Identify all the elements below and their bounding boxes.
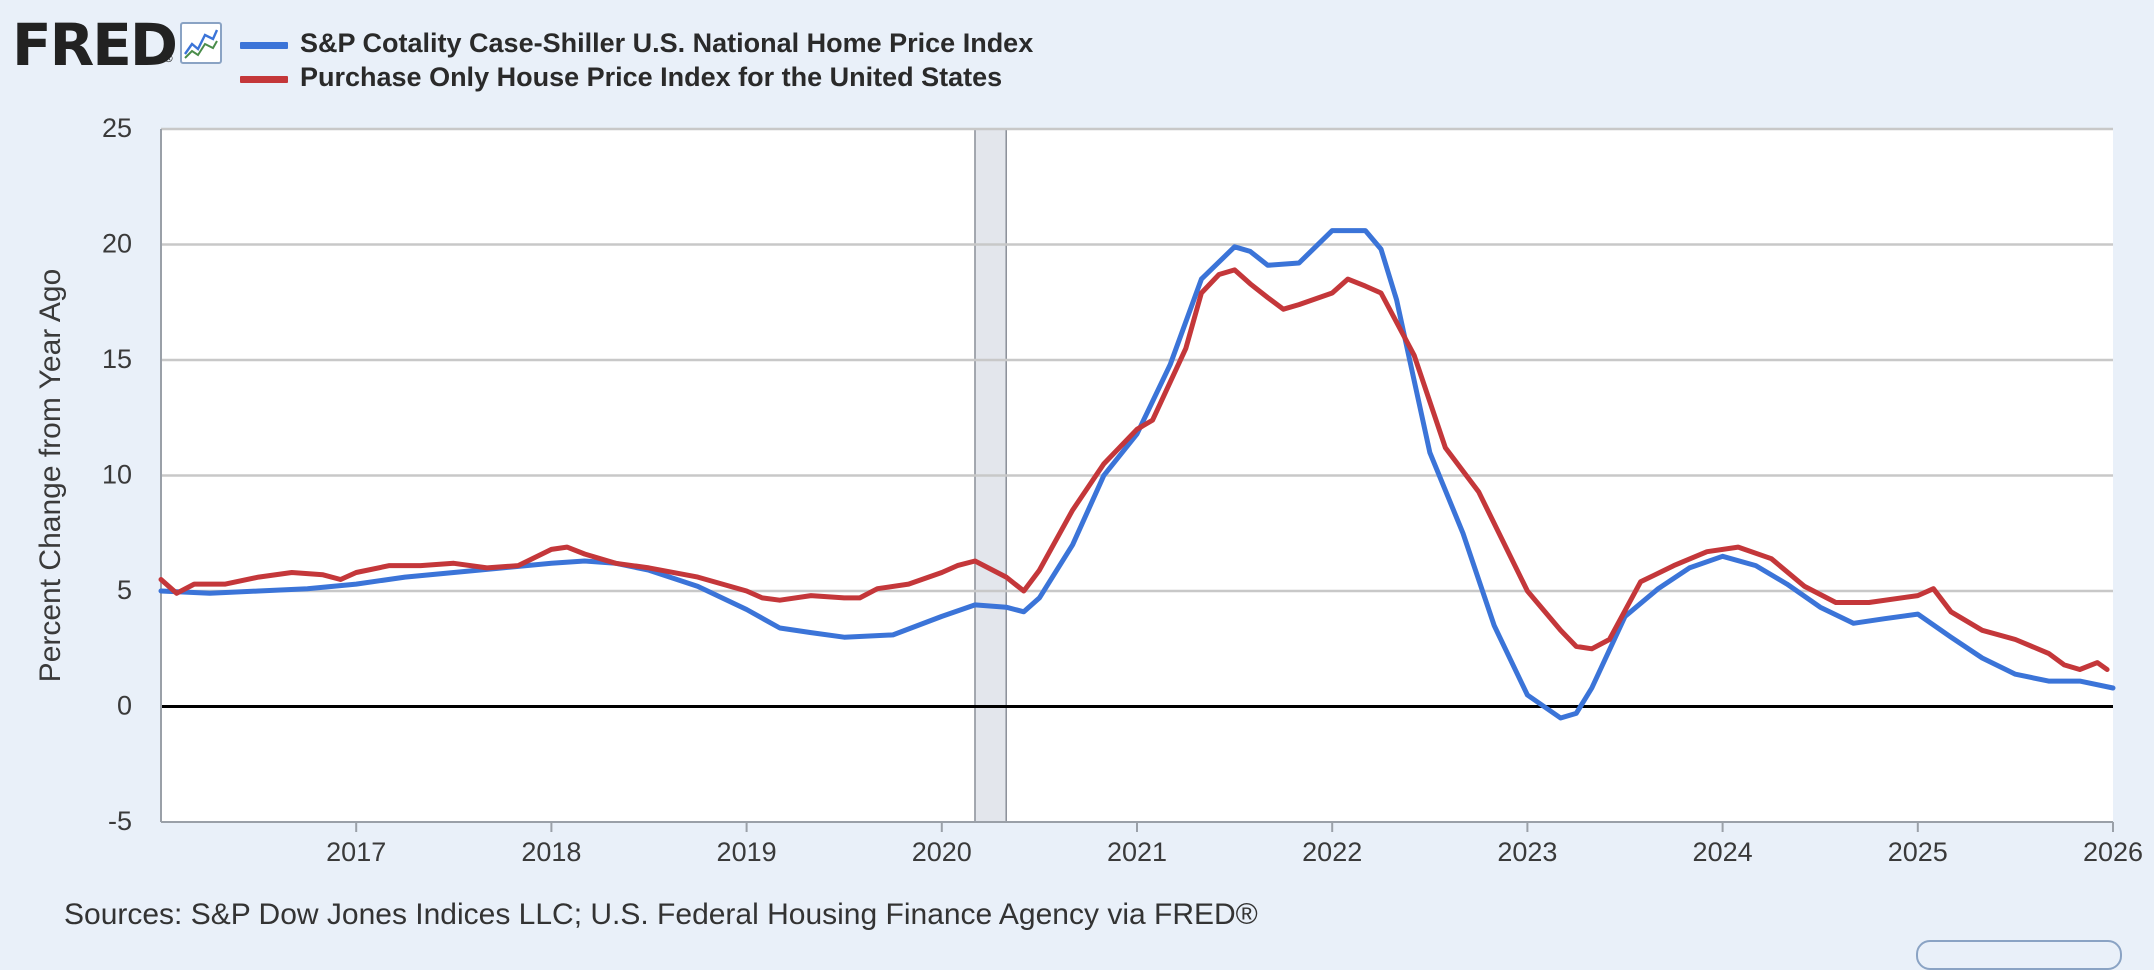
x-tick-label: 2020 bbox=[912, 837, 972, 867]
legend-swatch-red bbox=[240, 76, 288, 83]
y-tick-label: 10 bbox=[102, 460, 132, 490]
line-chart-icon[interactable] bbox=[180, 22, 222, 64]
line-chart: 25 20 15 10 5 0 -5 2017 2018 2019 2020 2021 2022 2023… bbox=[34, 113, 2143, 867]
x-tick-label: 2019 bbox=[717, 837, 777, 867]
source-note: Sources: S&P Dow Jones Indices LLC; U.S.… bbox=[64, 898, 1258, 931]
y-tick-label: 25 bbox=[102, 113, 132, 143]
x-tick-label: 2018 bbox=[521, 837, 581, 867]
legend-label-case-shiller: S&P Cotality Case-Shiller U.S. National … bbox=[300, 28, 1034, 58]
legend-label-purchase-only: Purchase Only House Price Index for the … bbox=[300, 62, 1003, 92]
y-tick-label: 0 bbox=[117, 691, 132, 721]
x-tick-label: 2026 bbox=[2083, 837, 2143, 867]
registered-mark: ® bbox=[163, 52, 174, 65]
y-tick-label: 20 bbox=[102, 229, 132, 259]
y-axis-label: Percent Change from Year Ago bbox=[34, 269, 67, 683]
header: FRED ® S&P Cotality Case-Shiller U.S. Na… bbox=[0, 0, 2154, 110]
x-tick-label: 2025 bbox=[1888, 837, 1948, 867]
x-tick-label: 2022 bbox=[1302, 837, 1362, 867]
chart-options-button[interactable] bbox=[1916, 940, 2122, 970]
x-tick-label: 2023 bbox=[1497, 837, 1557, 867]
y-tick-label: 15 bbox=[102, 344, 132, 374]
line-chart-icon-glyph bbox=[184, 29, 219, 59]
chart-legend: S&P Cotality Case-Shiller U.S. National … bbox=[240, 26, 1033, 94]
x-tick-label: 2021 bbox=[1107, 837, 1167, 867]
legend-swatch-blue bbox=[240, 42, 288, 49]
x-tick-label: 2017 bbox=[326, 837, 386, 867]
y-tick-label: -5 bbox=[108, 806, 132, 836]
legend-item-purchase-only[interactable]: Purchase Only House Price Index for the … bbox=[240, 60, 1033, 94]
fred-logo[interactable]: FRED bbox=[12, 11, 178, 79]
y-tick-label: 5 bbox=[117, 575, 132, 605]
x-tick-label: 2024 bbox=[1693, 837, 1753, 867]
series-line-purchase-only bbox=[158, 267, 2110, 672]
legend-item-case-shiller[interactable]: S&P Cotality Case-Shiller U.S. National … bbox=[240, 26, 1033, 60]
